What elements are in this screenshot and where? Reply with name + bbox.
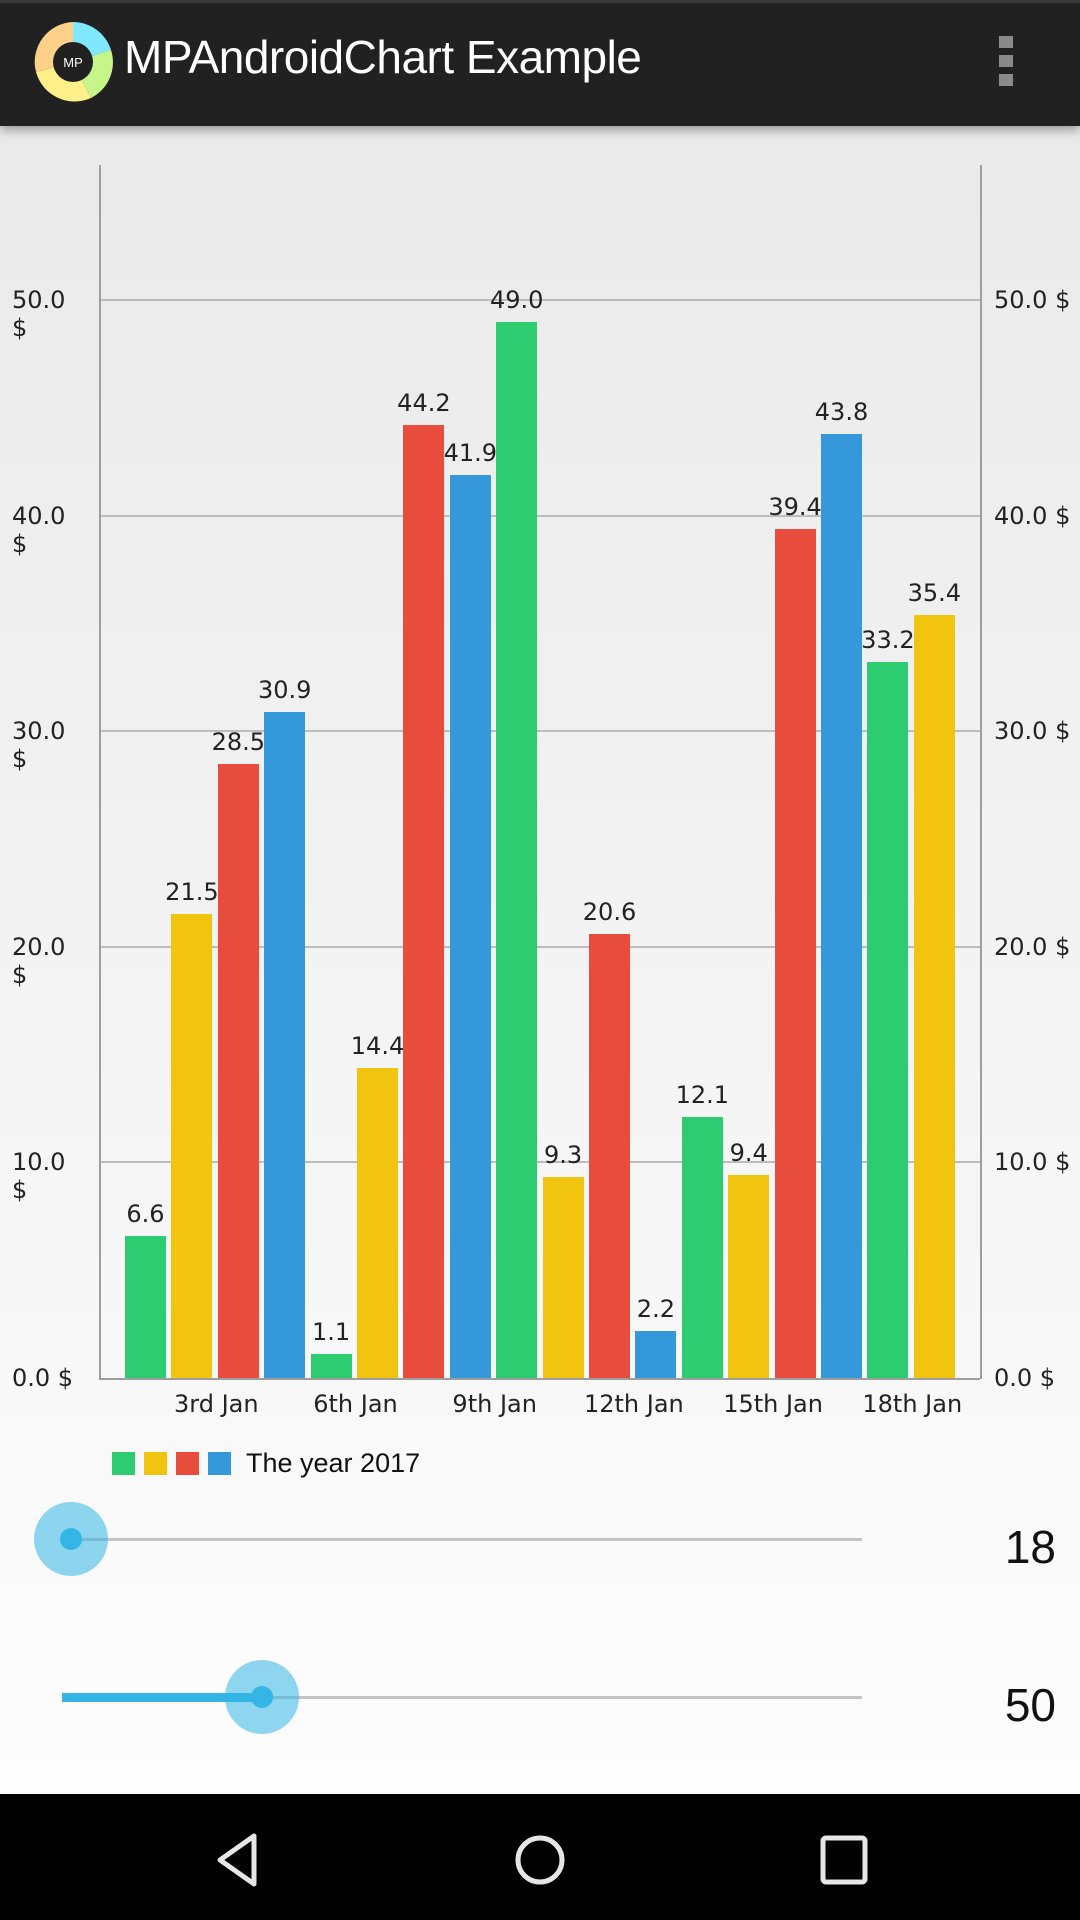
app-title: MPAndroidChart Example	[124, 31, 642, 83]
y-axis-right-label: 50.0 $	[994, 286, 1071, 314]
slider-track[interactable]	[62, 1538, 862, 1541]
y-axis-left-label: 20.0 $	[12, 932, 66, 989]
app-bar: MP MPAndroidChart Example	[0, 0, 1080, 126]
y-axis-right-line	[980, 165, 982, 1379]
bar[interactable]	[542, 1177, 584, 1378]
home-icon[interactable]	[505, 1824, 575, 1894]
y-axis-right-label: 40.0 $	[994, 501, 1071, 530]
x-axis-label: 3rd Jan	[174, 1390, 259, 1418]
bar[interactable]	[867, 662, 909, 1378]
bar[interactable]	[171, 914, 213, 1378]
x-axis-label: 15th Jan	[723, 1390, 823, 1418]
slider-y-range-value: 50	[1004, 1679, 1056, 1731]
y-axis-left-label: 30.0 $	[12, 717, 66, 774]
bar[interactable]	[681, 1117, 723, 1378]
y-axis-right-label: 10.0 $	[994, 1148, 1071, 1177]
bar-value-label: 20.6	[582, 897, 637, 926]
bar-value-label: 28.5	[211, 727, 266, 756]
slider-y-range[interactable]	[0, 1658, 880, 1738]
bar[interactable]	[403, 425, 445, 1378]
bar-value-label: 1.1	[312, 1318, 351, 1347]
legend-swatch-green	[112, 1451, 135, 1475]
slider-fill	[62, 1693, 262, 1702]
bar-value-label: 12.1	[675, 1081, 730, 1110]
y-axis-left-label: 40.0 $	[12, 501, 66, 558]
chart-legend: The year 2017	[112, 1448, 420, 1478]
bar[interactable]	[589, 933, 630, 1378]
y-axis-right-label: 30.0 $	[994, 717, 1071, 746]
bar-value-label: 33.2	[861, 626, 915, 655]
bar[interactable]	[496, 321, 538, 1378]
bar-value-label: 43.8	[814, 397, 869, 426]
bar-chart[interactable]: 0.0 $ 0.0 $ 10.0 $ 10.0 $ 20.0 $ 20.0 $ 30.0 $…	[0, 126, 1080, 1466]
y-axis-right-label: 0.0 $	[994, 1364, 1056, 1392]
legend-swatch-blue	[208, 1451, 231, 1475]
slider-thumb[interactable]	[60, 1528, 82, 1550]
slider-track[interactable]	[62, 1696, 862, 1699]
legend-swatch-red	[176, 1451, 199, 1475]
bar-value-label: 14.4	[350, 1031, 405, 1060]
app-logo-icon: MP	[34, 22, 113, 102]
x-axis-label: 9th Jan	[452, 1390, 537, 1418]
gridline	[99, 730, 980, 733]
y-axis-left-line	[99, 165, 101, 1379]
bar-value-label: 6.6	[126, 1199, 165, 1228]
bar[interactable]	[913, 614, 955, 1378]
bar-value-label: 2.2	[636, 1294, 675, 1323]
recents-icon[interactable]	[809, 1824, 879, 1894]
y-axis-left-label: 10.0 $	[12, 1148, 66, 1205]
legend-swatch-yellow	[144, 1451, 167, 1475]
x-axis-line	[99, 1378, 980, 1380]
x-axis-label: 6th Jan	[313, 1390, 398, 1418]
gridline	[99, 299, 980, 301]
bar[interactable]	[357, 1067, 398, 1378]
bar-value-label: 9.3	[544, 1141, 583, 1170]
navigation-bar	[0, 1794, 1080, 1920]
slider-thumb[interactable]	[251, 1686, 273, 1708]
bar-value-label: 9.4	[729, 1139, 768, 1168]
bar[interactable]	[217, 763, 259, 1378]
x-axis-label: 18th Jan	[862, 1390, 963, 1418]
gridline	[99, 945, 980, 948]
y-axis-right-label: 20.0 $	[994, 932, 1071, 961]
status-bar-edge	[0, 0, 1080, 3]
overflow-menu-icon[interactable]	[995, 36, 1017, 92]
bar[interactable]	[728, 1175, 770, 1378]
svg-text:MP: MP	[63, 55, 83, 70]
bar-value-label: 49.0	[489, 285, 544, 314]
y-axis-left-label: 50.0 $	[12, 286, 66, 342]
gridline	[99, 1161, 980, 1164]
bar-value-label: 39.4	[768, 492, 822, 521]
bar-value-label: 41.9	[443, 438, 498, 467]
bar-value-label: 21.5	[165, 878, 219, 907]
bar[interactable]	[310, 1354, 352, 1378]
slider-x-count[interactable]	[0, 1500, 880, 1580]
x-axis-label: 12th Jan	[583, 1390, 684, 1418]
back-icon[interactable]	[200, 1824, 270, 1894]
bar-value-label: 35.4	[907, 578, 962, 607]
bar[interactable]	[635, 1330, 677, 1378]
bar[interactable]	[774, 528, 816, 1378]
gridline	[99, 514, 980, 517]
bar[interactable]	[125, 1235, 166, 1378]
bar[interactable]	[264, 711, 306, 1378]
bar[interactable]	[449, 474, 491, 1378]
slider-x-count-value: 18	[1004, 1521, 1056, 1573]
bar-value-label: 30.9	[257, 675, 312, 704]
bar-value-label: 44.2	[397, 389, 451, 418]
legend-label: The year 2017	[246, 1447, 421, 1478]
y-axis-left-label: 0.0 $	[12, 1364, 74, 1392]
bar[interactable]	[821, 433, 862, 1378]
